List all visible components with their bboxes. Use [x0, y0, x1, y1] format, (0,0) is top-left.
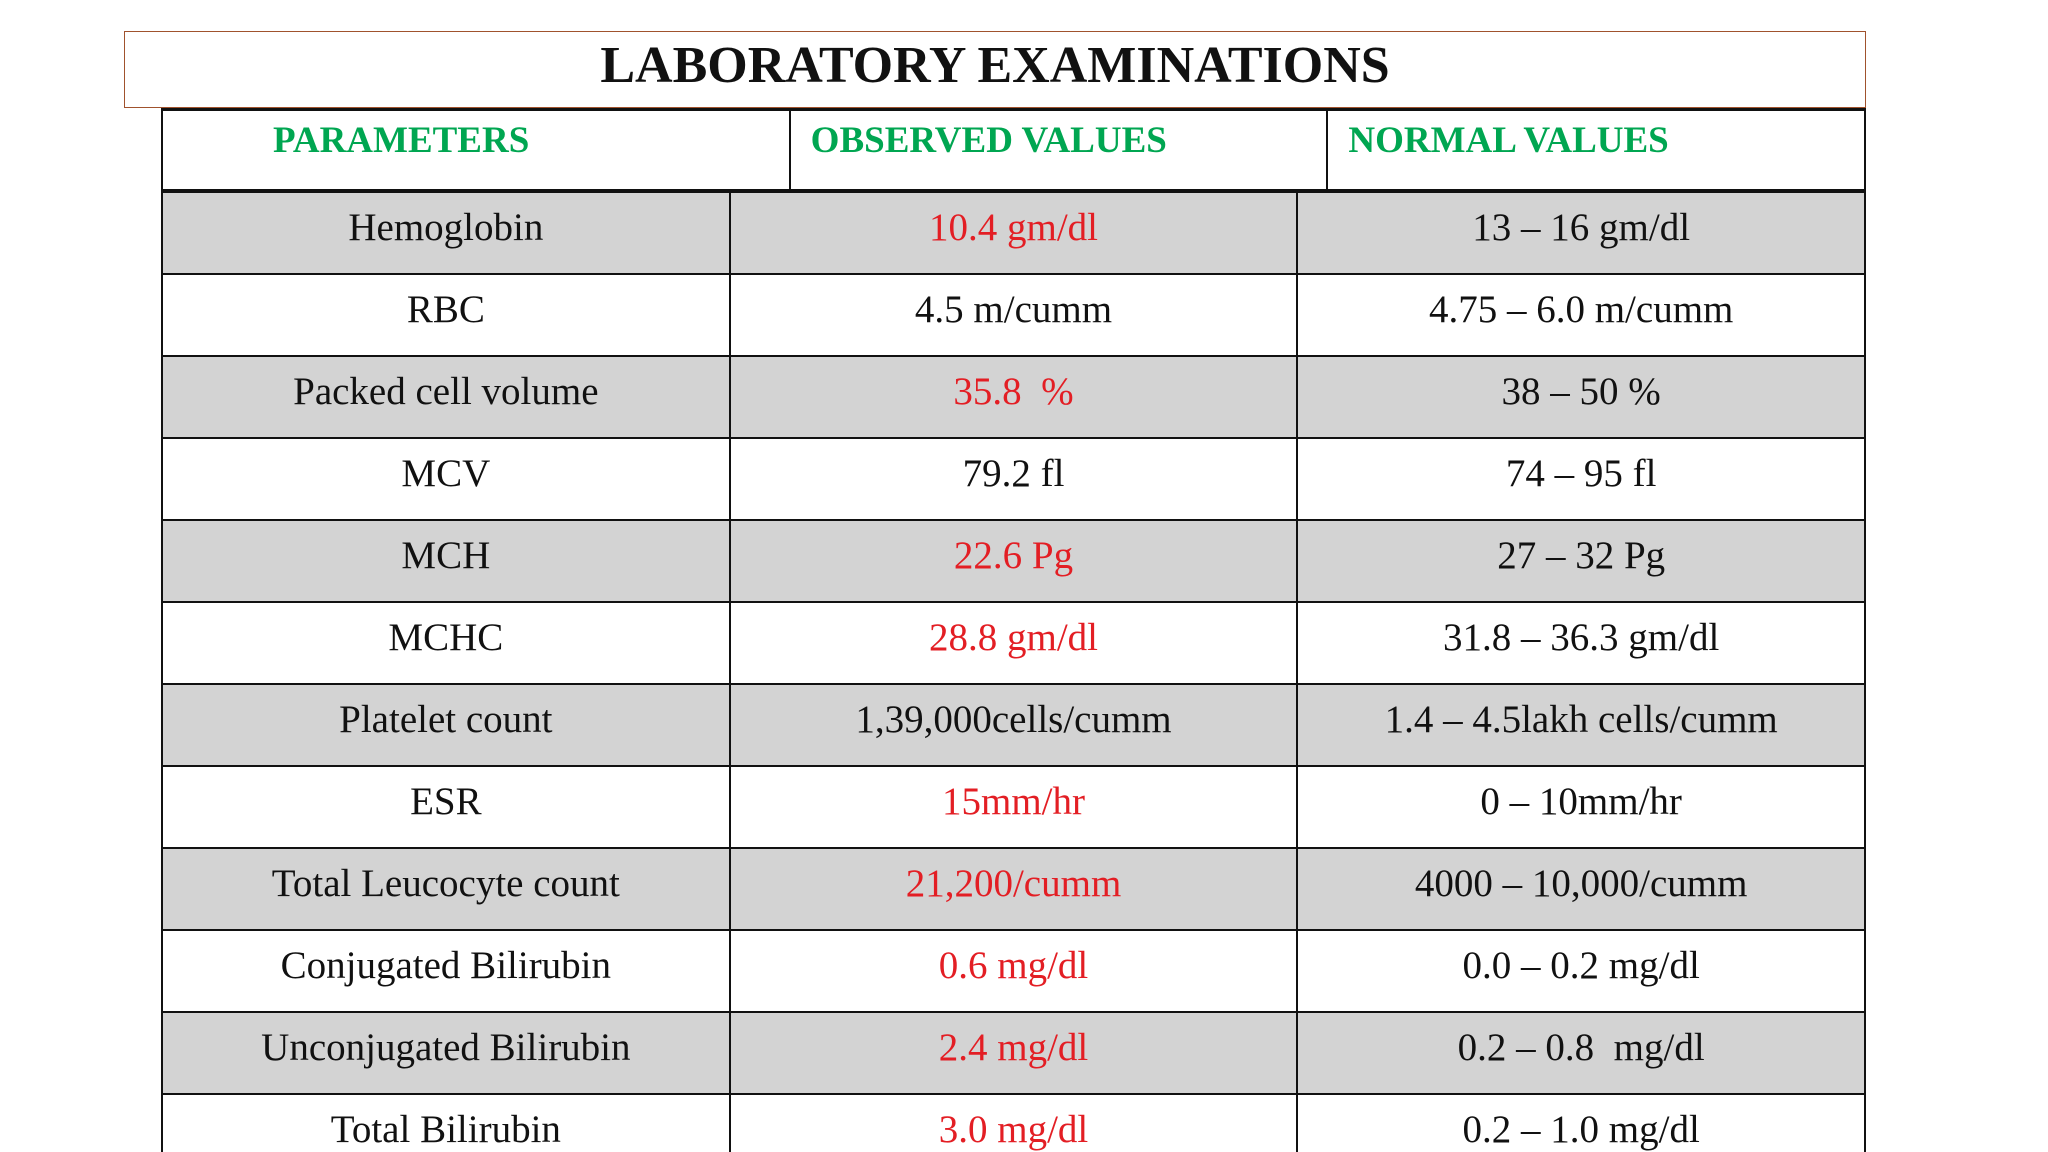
- observed-cell: 21,200/cumm: [728, 849, 1297, 929]
- observed-cell: 3.0 mg/dl: [728, 1095, 1297, 1152]
- table-row: Unconjugated Bilirubin 2.4 mg/dl 0.2 – 0.8…: [163, 1013, 1864, 1095]
- observed-cell: 15mm/hr: [728, 767, 1297, 847]
- table-row: ESR 15mm/hr 0 – 10mm/hr: [163, 767, 1864, 849]
- normal-cell: 1.4 – 4.5lakh cells/cumm: [1296, 685, 1864, 765]
- normal-cell: 4.75 – 6.0 m/cumm: [1296, 275, 1864, 355]
- normal-cell: 74 – 95 fl: [1296, 439, 1864, 519]
- normal-cell: 4000 – 10,000/cumm: [1296, 849, 1864, 929]
- normal-cell: 0.2 – 0.8 mg/dl: [1296, 1013, 1864, 1093]
- table-row: MCV 79.2 fl 74 – 95 fl: [163, 439, 1864, 521]
- normal-cell: 0 – 10mm/hr: [1296, 767, 1864, 847]
- table-row: MCH 22.6 Pg 27 – 32 Pg: [163, 521, 1864, 603]
- title-box: [124, 31, 1866, 108]
- observed-cell: 2.4 mg/dl: [728, 1013, 1297, 1093]
- lab-table: PARAMETERS OBSERVED VALUES NORMAL VALUES He…: [161, 108, 1866, 1152]
- parameter-cell: Hemoglobin: [348, 206, 544, 249]
- table-row: Conjugated Bilirubin 0.6 mg/dl 0.0 – 0.2 m…: [163, 931, 1864, 1013]
- table-row: RBC 4.5 m/cumm 4.75 – 6.0 m/cumm: [163, 275, 1864, 357]
- parameter-cell: Platelet count: [339, 698, 553, 741]
- observed-cell: 10.4 gm/dl: [728, 193, 1297, 273]
- table-row: MCHC 28.8 gm/dl 31.8 – 36.3 gm/dl: [163, 603, 1864, 685]
- observed-cell: 1,39,000cells/cumm: [728, 685, 1297, 765]
- observed-cell: 28.8 gm/dl: [728, 603, 1297, 683]
- header-cell: NORMAL VALUES: [1326, 111, 1864, 189]
- parameter-cell: Total Leucocyte count: [271, 862, 620, 905]
- parameter-cell: Unconjugated Bilirubin: [261, 1026, 631, 1069]
- observed-cell: 0.6 mg/dl: [728, 931, 1297, 1011]
- table-row: Total Leucocyte count 21,200/cumm 4000 – 1…: [163, 849, 1864, 931]
- parameter-cell: MCHC: [388, 616, 504, 659]
- parameter-cell: MCV: [401, 452, 491, 495]
- table-row: Packed cell volume 35.8 % 38 – 50 %: [163, 357, 1864, 439]
- parameter-cell: Total Bilirubin: [330, 1108, 561, 1151]
- observed-cell: 35.8 %: [728, 357, 1297, 437]
- normal-cell: 31.8 – 36.3 gm/dl: [1296, 603, 1864, 683]
- header-cell: PARAMETERS: [273, 120, 530, 161]
- normal-cell: 0.0 – 0.2 mg/dl: [1296, 931, 1864, 1011]
- table-row: Hemoglobin 10.4 gm/dl 13 – 16 gm/dl: [163, 193, 1864, 275]
- normal-cell: 27 – 32 Pg: [1296, 521, 1864, 601]
- header-cell: OBSERVED VALUES: [788, 111, 1327, 189]
- normal-cell: 0.2 – 1.0 mg/dl: [1296, 1095, 1864, 1152]
- title: LABORATORY EXAMINATIONS: [600, 37, 1390, 94]
- normal-cell: 38 – 50 %: [1296, 357, 1864, 437]
- parameter-cell: RBC: [406, 288, 485, 331]
- parameter-cell: Conjugated Bilirubin: [280, 944, 612, 987]
- parameter-cell: MCH: [401, 534, 491, 577]
- table-row: Platelet count 1,39,000cells/cumm 1.4 – 4.…: [163, 685, 1864, 767]
- header-row: PARAMETERS OBSERVED VALUES NORMAL VALUES: [163, 111, 1864, 193]
- parameter-cell: Packed cell volume: [293, 370, 599, 413]
- observed-cell: 79.2 fl: [728, 439, 1297, 519]
- parameter-cell: ESR: [410, 780, 482, 823]
- observed-cell: 4.5 m/cumm: [728, 275, 1297, 355]
- observed-cell: 22.6 Pg: [728, 521, 1297, 601]
- table-row: Total Bilirubin 3.0 mg/dl 0.2 – 1.0 mg/dl: [163, 1095, 1864, 1152]
- normal-cell: 13 – 16 gm/dl: [1296, 193, 1864, 273]
